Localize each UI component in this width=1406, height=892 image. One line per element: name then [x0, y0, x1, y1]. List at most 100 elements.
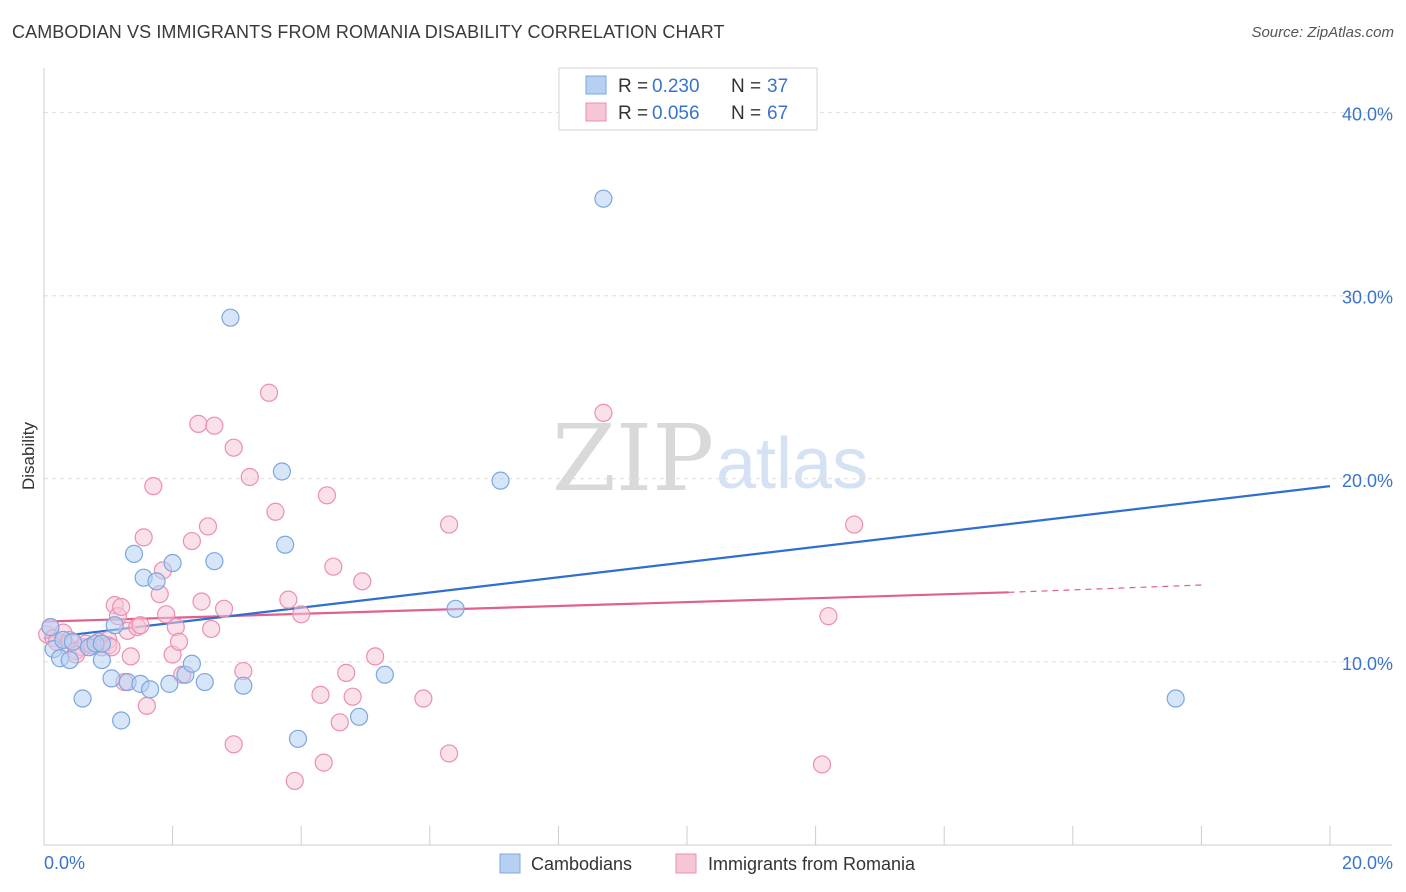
data-point-romania	[414, 689, 433, 708]
watermark: ZIP atlas	[552, 405, 868, 512]
data-point-romania	[279, 590, 298, 609]
legend-n-value-1: 37	[767, 76, 788, 97]
data-point-cambodians	[140, 680, 160, 699]
bottom-legend-label-romania: Immigrants from Romania	[708, 854, 916, 874]
data-point-cambodians	[182, 654, 201, 673]
data-point-romania	[240, 467, 259, 487]
data-point-cambodians	[92, 650, 111, 670]
legend-r-label-2: R =	[618, 103, 648, 124]
data-point-romania	[112, 597, 131, 617]
y-tick-label: 20.0%	[1342, 471, 1393, 491]
data-point-romania	[311, 685, 330, 704]
watermark-atlas: atlas	[716, 424, 868, 504]
data-point-romania	[439, 744, 459, 763]
trend-line-romania	[43, 591, 1009, 623]
bottom-legend-swatch-cambodians	[499, 853, 521, 874]
data-point-cambodians	[147, 572, 166, 591]
data-point-romania	[353, 572, 372, 591]
data-point-romania	[317, 486, 337, 505]
y-tick-label: 10.0%	[1342, 654, 1393, 674]
legend-n-label-1: N =	[731, 76, 761, 97]
data-point-cambodians	[73, 689, 92, 708]
x-tick-label-max: 20.0%	[1342, 853, 1393, 873]
bottom-legend-swatch-romania	[675, 853, 697, 874]
data-point-romania	[169, 632, 189, 651]
y-tick-label: 40.0%	[1342, 105, 1393, 125]
data-point-cambodians	[105, 616, 124, 635]
data-point-romania	[337, 663, 356, 682]
data-point-romania	[439, 515, 459, 534]
legend-swatch-romania	[585, 102, 607, 122]
data-point-romania	[594, 403, 613, 422]
data-point-romania	[121, 647, 140, 666]
axes	[43, 68, 1392, 846]
data-point-cambodians	[195, 672, 214, 692]
data-point-romania	[182, 531, 201, 551]
data-point-romania	[144, 477, 163, 496]
data-point-cambodians	[205, 552, 224, 571]
x-tick-label-min: 0.0%	[44, 853, 85, 873]
data-point-cambodians	[288, 729, 308, 748]
legend-r-value-2: 0.056	[652, 103, 700, 124]
data-point-cambodians	[160, 674, 179, 693]
data-point-romania	[366, 647, 385, 666]
series-legend: Cambodians Immigrants from Romania	[499, 853, 916, 874]
data-point-romania	[192, 592, 211, 611]
data-point-romania	[259, 383, 279, 402]
data-point-romania	[202, 619, 221, 639]
data-point-cambodians	[446, 599, 465, 618]
bottom-legend-label-cambodians: Cambodians	[531, 854, 632, 874]
data-point-cambodians	[349, 707, 369, 726]
trend-line-romania-extension	[1008, 584, 1202, 593]
legend-r-label-1: R =	[618, 76, 648, 97]
data-point-romania	[819, 607, 838, 626]
data-point-cambodians	[102, 669, 121, 688]
data-point-romania	[157, 605, 176, 624]
y-tick-label: 30.0%	[1342, 288, 1393, 308]
data-point-romania	[343, 687, 362, 706]
data-point-romania	[224, 735, 243, 754]
data-point-romania	[292, 605, 311, 624]
data-point-romania	[285, 771, 304, 791]
data-point-cambodians	[1166, 689, 1185, 708]
data-point-romania	[137, 696, 156, 715]
data-point-cambodians	[124, 544, 144, 563]
data-point-romania	[330, 713, 349, 732]
legend-n-value-2: 67	[767, 103, 788, 124]
data-point-romania	[224, 438, 243, 457]
data-point-romania	[166, 618, 185, 637]
legend-n-label-2: N =	[731, 103, 761, 124]
grid	[44, 112, 1392, 663]
data-point-romania	[134, 528, 153, 547]
data-point-cambodians	[234, 676, 253, 695]
data-point-cambodians	[594, 189, 613, 208]
data-point-romania	[324, 557, 343, 576]
y-tick-labels: 10.0% 20.0% 30.0% 40.0%	[1342, 105, 1393, 674]
data-point-romania	[214, 599, 234, 618]
data-point-romania	[189, 414, 208, 433]
data-point-cambodians	[375, 665, 394, 684]
data-point-cambodians	[272, 462, 292, 481]
data-point-cambodians	[112, 711, 131, 730]
trend-lines	[43, 485, 1331, 640]
data-point-romania	[198, 517, 218, 536]
stats-legend: R = 0.230 N = 37 R = 0.056 N = 67	[558, 67, 818, 131]
trend-line-cambodians	[43, 485, 1331, 640]
data-point-romania	[812, 755, 832, 774]
data-point-romania	[205, 416, 224, 435]
data-point-romania	[131, 616, 150, 635]
data-point-cambodians	[491, 471, 510, 490]
y-axis-title: Disability	[19, 421, 38, 490]
data-point-cambodians	[92, 634, 111, 653]
data-point-cambodians	[163, 553, 182, 573]
data-point-romania	[266, 502, 285, 521]
watermark-zip: ZIP	[552, 405, 714, 512]
source-credit: Source: ZipAtlas.com	[1251, 24, 1394, 41]
data-point-cambodians	[276, 535, 295, 554]
data-point-romania	[314, 753, 333, 772]
legend-r-value-1: 0.230	[652, 76, 700, 97]
legend-swatch-cambodians	[585, 75, 607, 95]
data-point-romania	[845, 515, 864, 534]
data-point-cambodians	[221, 308, 240, 327]
